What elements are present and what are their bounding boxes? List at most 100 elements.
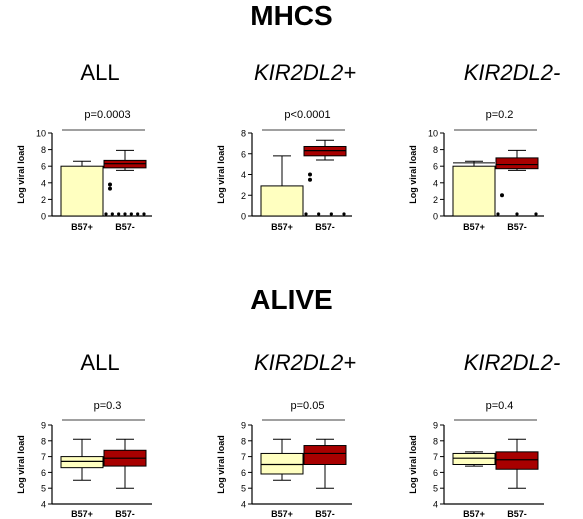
outlier-point <box>104 212 108 216</box>
section-title-alive: ALIVE <box>250 284 333 315</box>
outlier-point <box>500 193 504 198</box>
outlier-point <box>304 212 308 216</box>
panel-title-mhcs-kir2dl2-pos: KIR2DL2+ <box>253 60 357 85</box>
chart-alive-kir2dl2-neg: 4 5 6 7 8 9 Log viral load B57+ B57- p=0.4 <box>408 400 544 519</box>
outlier-point <box>534 212 538 216</box>
outlier-point <box>110 212 114 216</box>
y-tick-label: 4 <box>41 500 46 510</box>
y-tick-label: 9 <box>433 421 438 431</box>
y-tick-label: 4 <box>241 500 246 510</box>
outlier-point <box>108 182 112 187</box>
y-tick-label: 7 <box>433 452 438 462</box>
x-tick-label: B57+ <box>463 222 485 232</box>
y-tick-label: 4 <box>433 178 438 188</box>
pvalue-label: p=0.0003 <box>84 109 130 121</box>
outlier-point <box>308 177 312 182</box>
y-tick-label: 8 <box>241 436 246 446</box>
chart-mhcs-kir2dl2-neg: 0 2 4 6 8 10 Log viral load B57+ B57- p=0.2 <box>408 109 544 232</box>
y-tick-label: 7 <box>241 452 246 462</box>
pvalue-label: p<0.0001 <box>284 109 330 121</box>
outlier-point <box>123 212 127 216</box>
y-tick-label: 8 <box>41 145 46 155</box>
y-axis-label: Log viral load <box>16 435 26 494</box>
y-axis-label: Log viral load <box>16 145 26 204</box>
y-tick-label: 0 <box>41 212 46 222</box>
x-tick-label: B57+ <box>71 222 93 232</box>
chart-alive-kir2dl2-pos: 4 5 6 7 8 9 Log viral load B57+ B57- p=0.05 <box>216 400 352 519</box>
box-B57+ <box>452 452 496 465</box>
y-tick-label: 4 <box>433 500 438 510</box>
panel-title-mhcs-all: ALL <box>80 60 120 85</box>
y-tick-label: 8 <box>433 436 438 446</box>
y-tick-label: 6 <box>433 468 438 478</box>
outlier-point <box>329 212 333 216</box>
y-tick-label: 6 <box>41 468 46 478</box>
chart-alive-all: 4 5 6 7 8 9 Log viral load B57+ B57- p=0.3 <box>16 400 152 519</box>
y-axis-label: Log viral load <box>216 145 226 204</box>
outlier-point <box>308 172 312 177</box>
y-axis-label: Log viral load <box>216 435 226 494</box>
y-tick-label: 8 <box>41 436 46 446</box>
box-B57- <box>495 451 539 470</box>
y-tick-label: 5 <box>433 484 438 494</box>
x-tick-label: B57- <box>115 509 135 519</box>
panel-title-alive-all: ALL <box>80 350 120 375</box>
y-tick-label: 6 <box>41 162 46 172</box>
box-B57+ <box>60 456 104 469</box>
section-title-mhcs: MHCS <box>250 0 333 31</box>
y-tick-label: 10 <box>428 129 438 139</box>
x-tick-label: B57+ <box>271 509 293 519</box>
y-tick-label: 7 <box>41 452 46 462</box>
y-tick-label: 2 <box>41 195 46 205</box>
outlier-point <box>515 212 519 216</box>
x-tick-label: B57- <box>507 222 527 232</box>
panel-title-alive-kir2dl2-pos: KIR2DL2+ <box>253 350 357 375</box>
y-tick-label: 8 <box>241 129 246 139</box>
panel-title-alive-kir2dl2-neg: KIR2DL2- <box>463 350 561 375</box>
x-tick-label: B57+ <box>71 509 93 519</box>
bar-B57+ <box>60 165 104 217</box>
y-tick-label: 9 <box>241 421 246 431</box>
x-tick-label: B57- <box>315 222 335 232</box>
outlier-point <box>129 212 133 216</box>
bar-B57+ <box>260 185 304 217</box>
y-tick-label: 10 <box>36 129 46 139</box>
outlier-point <box>108 186 112 191</box>
y-tick-label: 0 <box>241 212 246 222</box>
pvalue-label: p=0.4 <box>486 400 514 412</box>
y-tick-label: 9 <box>41 421 46 431</box>
outlier-point <box>496 212 500 216</box>
box-B57- <box>303 445 347 465</box>
y-tick-label: 2 <box>241 191 246 201</box>
box-B57+ <box>260 452 304 475</box>
box-B57- <box>495 157 539 170</box>
bar-B57+ <box>452 165 496 217</box>
y-tick-label: 8 <box>433 145 438 155</box>
chart-mhcs-all: 0 2 4 6 8 10 Log viral load B57+ B57- p=0.0003 <box>16 109 152 232</box>
pvalue-label: p=0.3 <box>94 400 122 412</box>
outlier-point <box>117 212 121 216</box>
panel-title-mhcs-kir2dl2-neg: KIR2DL2- <box>463 60 561 85</box>
y-tick-label: 6 <box>241 149 246 159</box>
pvalue-label: p=0.2 <box>486 109 514 121</box>
y-tick-label: 2 <box>433 195 438 205</box>
y-axis-label: Log viral load <box>408 145 418 204</box>
y-tick-label: 5 <box>241 484 246 494</box>
outlier-point <box>142 212 146 216</box>
y-tick-label: 5 <box>41 484 46 494</box>
outlier-point <box>317 212 321 216</box>
outlier-point <box>136 212 140 216</box>
y-tick-label: 6 <box>241 468 246 478</box>
y-axis-label: Log viral load <box>408 435 418 494</box>
y-tick-label: 4 <box>41 178 46 188</box>
y-tick-label: 0 <box>433 212 438 222</box>
x-tick-label: B57- <box>507 509 527 519</box>
outlier-point <box>342 212 346 216</box>
x-tick-label: B57+ <box>463 509 485 519</box>
chart-mhcs-kir2dl2-pos: 0 2 4 6 8 Log viral load B57+ B57- p<0.0001 <box>216 109 352 232</box>
x-tick-label: B57- <box>315 509 335 519</box>
y-tick-label: 6 <box>433 162 438 172</box>
x-tick-label: B57+ <box>271 222 293 232</box>
x-tick-label: B57- <box>115 222 135 232</box>
y-tick-label: 4 <box>241 170 246 180</box>
